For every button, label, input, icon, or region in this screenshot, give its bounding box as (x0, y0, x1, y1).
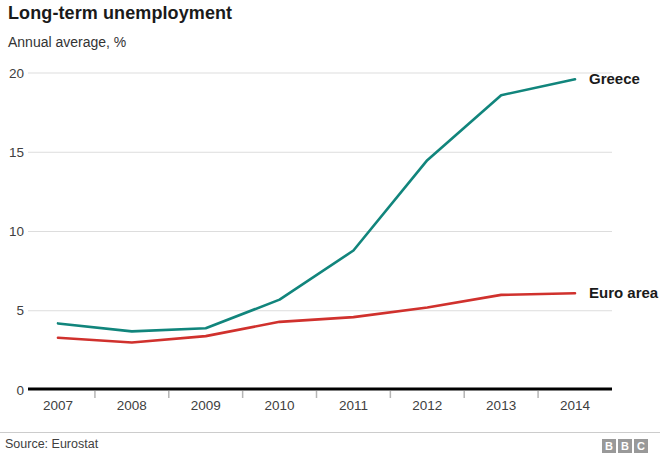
x-axis-tick-label: 2012 (412, 398, 442, 413)
footer-divider (0, 432, 660, 433)
series-label-greece: Greece (589, 70, 640, 87)
x-axis-tick-label: 2014 (560, 398, 591, 413)
y-axis-tick-label: 5 (16, 303, 24, 318)
y-axis-tick-label: 15 (9, 145, 24, 160)
y-axis-tick-label: 0 (16, 383, 24, 398)
bbc-logo: B B C (602, 439, 648, 453)
y-axis-tick-label: 10 (9, 224, 24, 239)
x-axis-tick-label: 2008 (117, 398, 147, 413)
x-axis-tick-label: 2011 (339, 398, 368, 413)
line-chart: 0 5 10 15 20 2007 2008 2009 2010 2011 2012 2013 2014… (0, 0, 660, 456)
y-axis-tick-label: 20 (9, 66, 24, 81)
series-line-greece (58, 79, 575, 331)
series-line-euro-area (58, 293, 575, 342)
x-axis-tick-label: 2007 (43, 398, 73, 413)
bbc-logo-letter: B (602, 439, 616, 453)
series-label-euro-area: Euro area (589, 284, 659, 301)
bbc-logo-letter: C (634, 439, 648, 453)
bbc-logo-letter: B (618, 439, 632, 453)
x-axis-tick-label: 2009 (191, 398, 221, 413)
chart-figure: Long-term unemployment Annual average, %… (0, 0, 660, 456)
x-axis-tick-label: 2010 (265, 398, 295, 413)
source-attribution: Source: Eurostat (5, 437, 98, 451)
x-axis-tick-label: 2013 (486, 398, 516, 413)
